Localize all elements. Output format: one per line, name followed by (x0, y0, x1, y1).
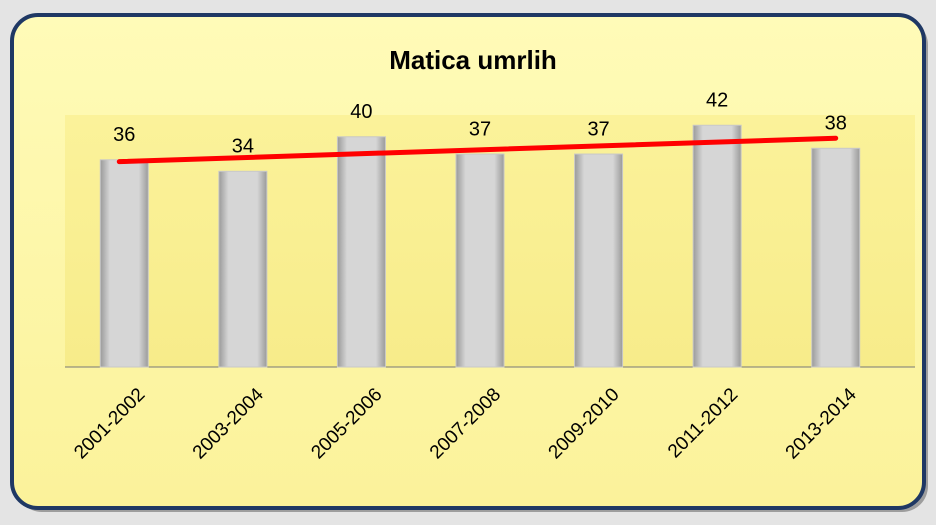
value-label: 36 (113, 124, 135, 146)
value-label: 34 (232, 136, 254, 158)
bar (574, 153, 624, 368)
value-label: 37 (587, 118, 609, 140)
value-label: 40 (350, 101, 372, 123)
bar (218, 170, 268, 368)
bar (99, 159, 149, 368)
bar (692, 124, 742, 368)
value-label: 42 (706, 90, 728, 112)
bar (811, 147, 861, 368)
chart-title: Matica umrlih (389, 45, 557, 75)
trend-line (116, 135, 839, 165)
bar (336, 136, 386, 368)
bar (455, 153, 505, 368)
value-label: 38 (825, 113, 847, 135)
value-label: 37 (469, 118, 491, 140)
